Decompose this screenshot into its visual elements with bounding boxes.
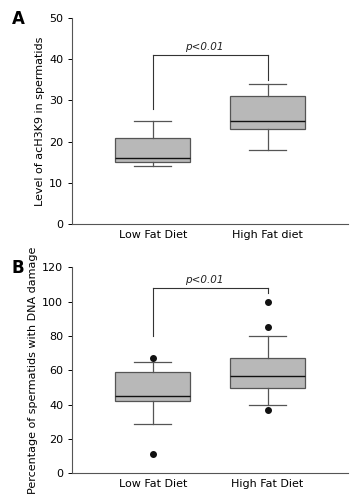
- PathPatch shape: [230, 96, 305, 130]
- Y-axis label: Percentage of spermatids with DNA damage: Percentage of spermatids with DNA damage: [28, 246, 38, 494]
- PathPatch shape: [230, 358, 305, 388]
- Text: p<0.01: p<0.01: [185, 42, 224, 52]
- PathPatch shape: [115, 138, 190, 162]
- Text: p<0.01: p<0.01: [185, 275, 224, 285]
- Y-axis label: Level of acH3K9 in spermatids: Level of acH3K9 in spermatids: [35, 36, 45, 206]
- Text: B: B: [12, 259, 24, 277]
- Text: A: A: [12, 10, 24, 28]
- PathPatch shape: [115, 372, 190, 402]
